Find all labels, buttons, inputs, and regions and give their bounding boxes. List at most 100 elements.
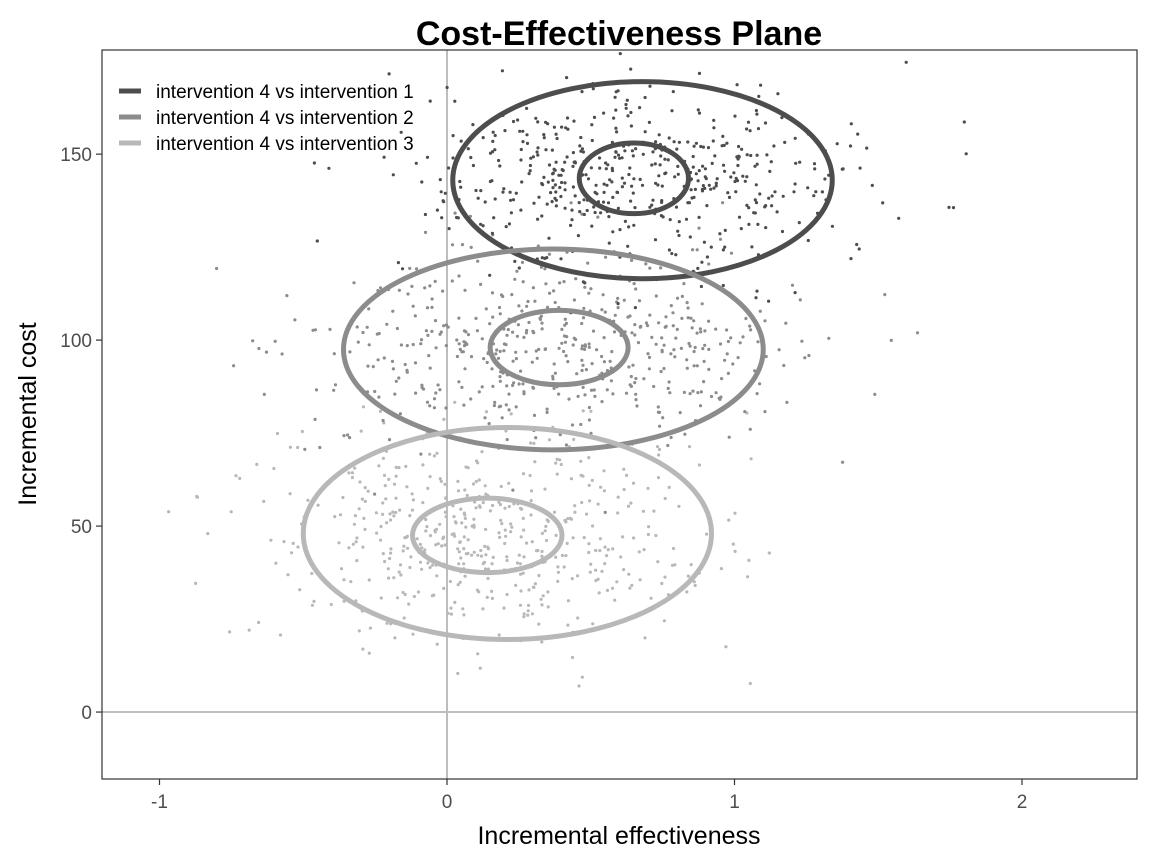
scatter-point: [602, 111, 606, 115]
scatter-point: [680, 316, 684, 320]
scatter-point: [383, 559, 387, 564]
scatter-point: [830, 224, 835, 228]
scatter-point: [463, 288, 467, 292]
scatter-point: [291, 541, 295, 546]
scatter-point: [650, 203, 654, 207]
scatter-point: [517, 304, 521, 308]
scatter-point: [573, 510, 577, 514]
scatter-point: [616, 206, 621, 210]
scatter-point: [723, 245, 727, 249]
scatter-point: [361, 405, 365, 409]
scatter-point: [602, 182, 606, 186]
scatter-point: [709, 245, 713, 249]
scatter-point: [695, 248, 699, 252]
scatter-point: [580, 500, 584, 505]
scatter-point: [433, 279, 437, 283]
scatter-point: [510, 330, 515, 334]
scatter-point: [532, 201, 536, 205]
scatter-point: [858, 166, 862, 170]
scatter-point: [707, 183, 711, 187]
legend-label-series-2: intervention 4 vs intervention 2: [156, 108, 414, 129]
scatter-point: [714, 181, 718, 185]
scatter-point: [671, 324, 675, 328]
scatter-point: [571, 164, 575, 168]
scatter-point: [696, 266, 700, 270]
scatter-point: [439, 479, 443, 483]
scatter-point: [652, 509, 656, 513]
scatter-point: [504, 534, 508, 538]
scatter-point: [718, 342, 723, 346]
scatter-point: [552, 386, 556, 390]
scatter-point: [659, 154, 663, 158]
scatter-point: [456, 489, 461, 493]
scatter-point: [444, 515, 448, 519]
scatter-point: [720, 144, 724, 148]
scatter-point: [580, 358, 584, 362]
scatter-point: [554, 132, 558, 136]
scatter-point: [464, 465, 468, 469]
scatter-point: [584, 368, 589, 372]
scatter-point: [598, 537, 603, 541]
scatter-point: [873, 392, 877, 396]
scatter-point: [424, 529, 428, 533]
scatter-point: [685, 301, 689, 305]
scatter-point: [553, 183, 558, 187]
scatter-point: [502, 349, 506, 353]
scatter-point: [673, 355, 677, 359]
scatter-point: [327, 166, 331, 170]
scatter-point: [576, 616, 580, 620]
scatter-point: [558, 281, 562, 285]
scatter-point: [671, 311, 675, 315]
scatter-point: [247, 628, 251, 632]
scatter-point: [652, 384, 656, 389]
scatter-point: [752, 211, 756, 215]
scatter-point: [545, 407, 549, 411]
scatter-point: [510, 383, 515, 387]
scatter-point: [524, 541, 529, 545]
scatter-point: [600, 308, 604, 312]
scatter-point: [399, 573, 403, 577]
scatter-point: [481, 136, 485, 140]
scatter-point: [513, 259, 517, 263]
scatter-point: [457, 342, 461, 346]
scatter-point: [479, 282, 483, 286]
scatter-point: [521, 129, 525, 133]
scatter-point: [494, 352, 498, 356]
scatter-point: [574, 277, 578, 281]
scatter-point: [663, 575, 667, 579]
scatter-point: [608, 359, 612, 363]
scatter-point: [598, 166, 602, 170]
scatter-point: [329, 602, 333, 607]
scatter-point: [459, 139, 463, 143]
scatter-point: [262, 499, 266, 503]
scatter-point: [564, 443, 569, 447]
scatter-point: [403, 592, 407, 597]
scatter-point: [690, 326, 694, 330]
scatter-point: [462, 340, 466, 344]
scatter-point: [812, 194, 816, 198]
scatter-point: [551, 172, 555, 176]
scatter-point: [392, 576, 396, 580]
scatter-point: [488, 322, 492, 326]
scatter-point: [636, 341, 641, 345]
scatter-point: [411, 342, 415, 347]
scatter-point: [558, 185, 562, 190]
scatter-point: [599, 485, 603, 489]
scatter-point: [835, 142, 839, 146]
scatter-point: [616, 495, 620, 499]
scatter-point: [257, 346, 261, 351]
scatter-point: [570, 577, 574, 581]
scatter-point: [537, 347, 541, 351]
scatter-point: [620, 185, 625, 189]
scatter-point: [648, 205, 652, 209]
scatter-point: [632, 223, 636, 227]
scatter-point: [579, 422, 583, 427]
scatter-point: [540, 214, 544, 218]
scatter-point: [797, 221, 801, 225]
scatter-point: [623, 149, 627, 153]
x-axis-label: Incremental effectiveness: [477, 822, 760, 850]
scatter-point: [721, 248, 726, 252]
scatter-point: [491, 555, 495, 560]
scatter-point: [357, 507, 361, 511]
scatter-point: [616, 306, 620, 310]
